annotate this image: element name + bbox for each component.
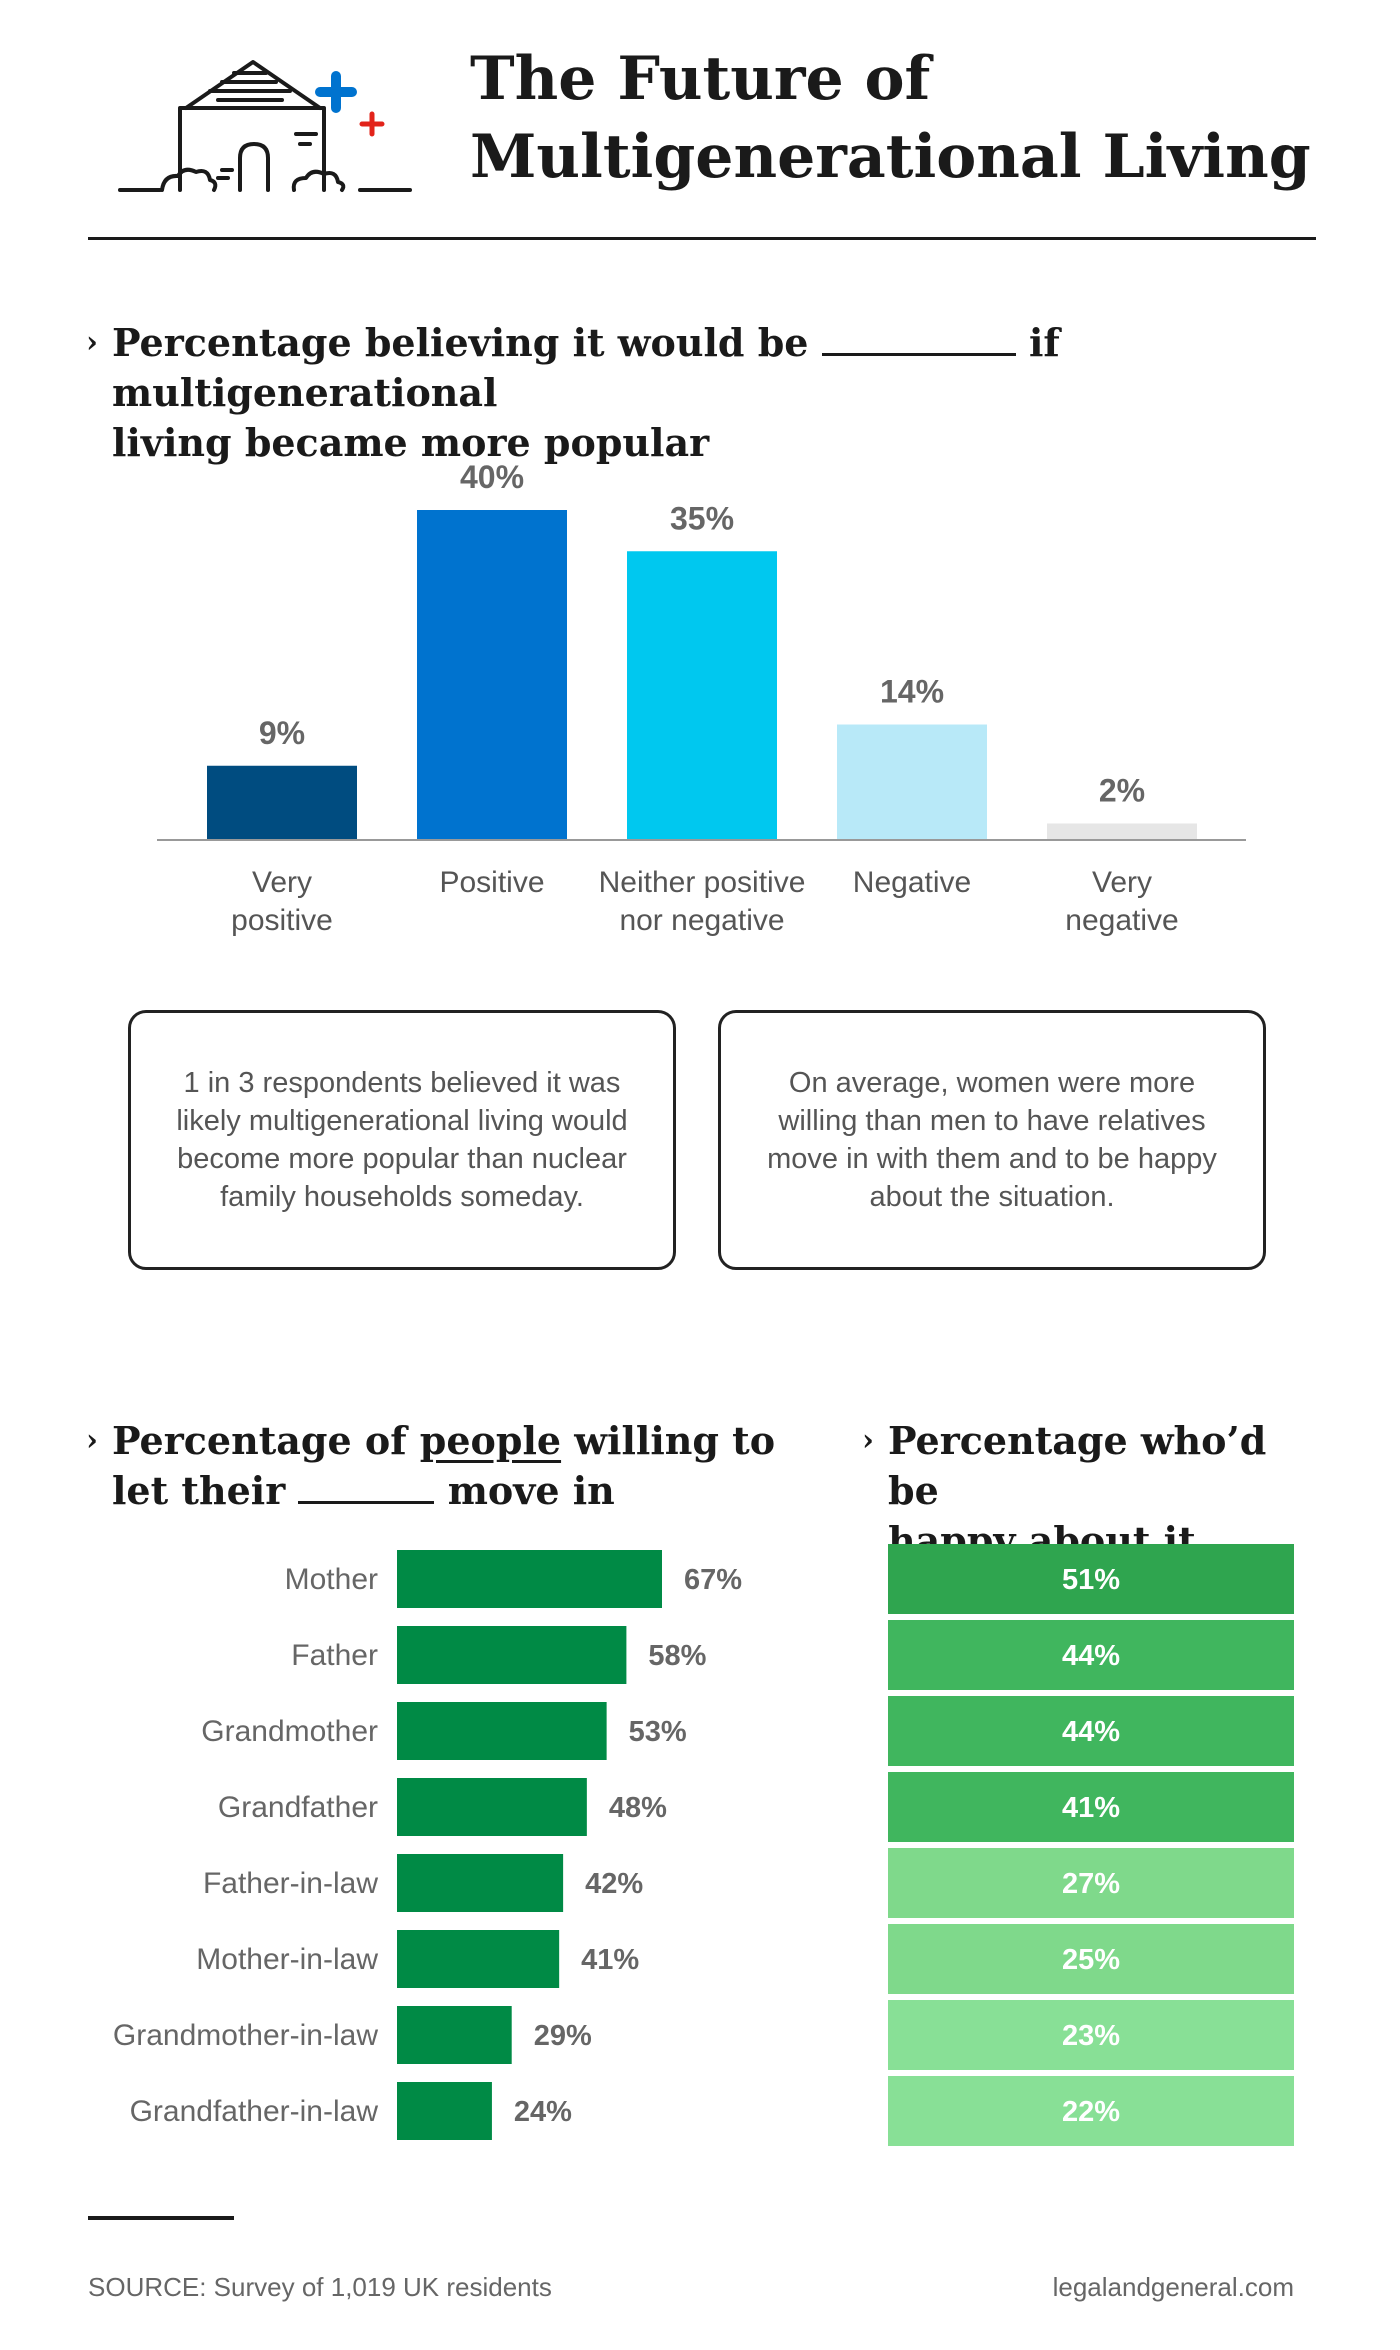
section2-heading-line2-before: let their — [112, 1468, 286, 1513]
section2-heading-line2-after: move in — [447, 1468, 615, 1513]
happy-value-label-5: 25% — [1062, 1944, 1120, 1976]
happy-cell-5 — [888, 1924, 1294, 1994]
hbar-7 — [397, 2082, 492, 2140]
section2-heading-underlined: people — [419, 1418, 562, 1463]
relative-label-7: Grandfather-in-law — [130, 2095, 379, 2128]
hbar-value-label-0: 67% — [684, 1564, 742, 1596]
bar-2 — [627, 551, 777, 840]
relative-label-6: Grandmother-in-law — [113, 2019, 378, 2052]
title-line-2: Multigenerational Living — [470, 122, 1311, 192]
relative-label-5: Mother-in-law — [196, 1943, 378, 1976]
section3-heading-line1: Percentage who’d be — [888, 1418, 1267, 1513]
hbar-3 — [397, 1778, 587, 1836]
chevron-right-icon: › — [86, 1423, 98, 1458]
happy-cell-6 — [888, 2000, 1294, 2070]
category-label-4-0: Very — [1092, 866, 1152, 899]
title-divider — [88, 237, 1316, 240]
happy-value-label-1: 44% — [1062, 1640, 1120, 1672]
source-note: SOURCE: Survey of 1,019 UK residents — [88, 2272, 552, 2302]
fill-in-blank — [298, 1467, 435, 1504]
bar-3 — [837, 724, 987, 840]
hbar-1 — [397, 1626, 627, 1684]
category-label-0-0: Very — [252, 866, 312, 899]
hbar-value-label-2: 53% — [629, 1716, 687, 1748]
section1-heading-after: if multigenerational — [112, 320, 1060, 415]
bar-0 — [207, 765, 357, 840]
happy-value-label-7: 22% — [1062, 2096, 1120, 2128]
happy-cell-3 — [888, 1772, 1294, 1842]
happy-value-label-4: 27% — [1062, 1868, 1120, 1900]
section2-heading-part2: willing to — [574, 1418, 776, 1463]
happy-cell-2 — [888, 1696, 1294, 1766]
hbar-value-label-5: 41% — [581, 1944, 639, 1976]
relative-label-4: Father-in-law — [203, 1867, 378, 1900]
happy-value-label-2: 44% — [1062, 1716, 1120, 1748]
section1-heading: › Percentage believing it would be if mu… — [86, 318, 1342, 468]
happy-cell-0 — [888, 1544, 1294, 1614]
hbar-value-label-3: 48% — [609, 1792, 667, 1824]
category-label-2-0: Neither positive — [599, 866, 806, 899]
happy-value-label-0: 51% — [1062, 1564, 1120, 1596]
bar-value-label-1: 40% — [460, 459, 524, 495]
hbar-6 — [397, 2006, 512, 2064]
footer-rule — [88, 2216, 234, 2220]
bar-value-label-4: 2% — [1099, 773, 1145, 809]
category-label-4-1: negative — [1065, 904, 1178, 937]
callout-right: On average, women were more willing than… — [718, 1010, 1266, 1270]
happy-cell-7 — [888, 2076, 1294, 2146]
hbar-2 — [397, 1702, 607, 1760]
bar-value-label-2: 35% — [670, 500, 734, 536]
happy-value-label-6: 23% — [1062, 2020, 1120, 2052]
section2-heading-part1: Percentage of — [112, 1418, 407, 1463]
callout-right-text: On average, women were more willing than… — [767, 1067, 1217, 1213]
relative-label-2: Grandmother — [201, 1715, 378, 1748]
house-icon — [118, 60, 412, 192]
hbar-value-label-7: 24% — [514, 2096, 572, 2128]
chevron-right-icon: › — [862, 1423, 874, 1458]
bar-1 — [417, 510, 567, 840]
category-label-2-1: nor negative — [619, 904, 784, 937]
hbar-5 — [397, 1930, 560, 1988]
site-credit: legalandgeneral.com — [1052, 2272, 1294, 2302]
page-title: The Future of Multigenerational Living — [470, 40, 1350, 196]
happy-about-it-chart: 51% 44% 44% 41% 27% 25% 23% 22% — [888, 1544, 1294, 2146]
fill-in-blank — [821, 319, 1016, 356]
hbar-4 — [397, 1854, 564, 1912]
happy-value-label-3: 41% — [1062, 1792, 1120, 1824]
chevron-right-icon: › — [86, 325, 98, 360]
attitude-bar-chart: 9% Very positive 40% Positive 35% Neither posi… — [157, 459, 1246, 937]
bar-4 — [1047, 823, 1197, 840]
relative-label-3: Grandfather — [218, 1791, 378, 1824]
relative-label-1: Father — [291, 1639, 378, 1672]
willing-move-in-chart: Mother 67% Father 58% Grandmother 53% Grandfat… — [113, 1550, 742, 2140]
section1-heading-before: Percentage believing it would be — [112, 320, 809, 365]
callout-left: 1 in 3 respondents believed it was likel… — [128, 1010, 676, 1270]
category-label-0-1: positive — [231, 904, 333, 937]
section2-heading: › Percentage of people willing to let th… — [86, 1416, 812, 1516]
hbar-value-label-4: 42% — [585, 1868, 643, 1900]
title-line-1: The Future of — [470, 44, 931, 114]
callout-left-text: 1 in 3 respondents believed it was likel… — [176, 1067, 628, 1213]
hbar-value-label-1: 58% — [648, 1640, 706, 1672]
bar-value-label-0: 9% — [259, 715, 305, 751]
relative-label-0: Mother — [285, 1563, 378, 1596]
bar-value-label-3: 14% — [880, 674, 944, 710]
category-label-1-0: Positive — [439, 866, 544, 899]
section1-heading-line2: living became more popular — [112, 420, 710, 465]
hbar-value-label-6: 29% — [534, 2020, 592, 2052]
hbar-0 — [397, 1550, 662, 1608]
happy-cell-1 — [888, 1620, 1294, 1690]
category-label-3-0: Negative — [853, 866, 971, 899]
happy-cell-4 — [888, 1848, 1294, 1918]
